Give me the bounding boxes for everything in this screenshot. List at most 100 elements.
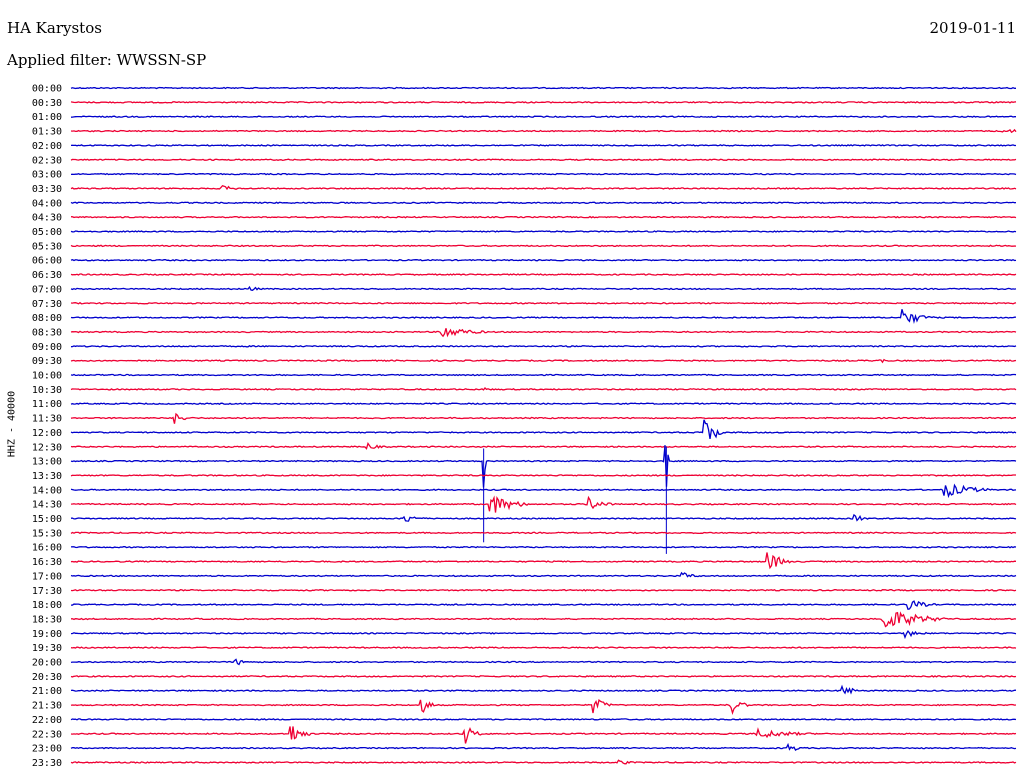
trace-line	[70, 158, 1017, 162]
row-time-label: 14:30	[32, 500, 62, 511]
row-time-label: 14:00	[32, 485, 62, 496]
row-time-label: 19:30	[32, 643, 62, 654]
row-time-label: 02:30	[32, 155, 62, 166]
trace-line	[70, 86, 1016, 90]
row-time-label: 03:30	[32, 184, 62, 195]
row-time-label: 00:00	[32, 84, 62, 95]
trace-line	[70, 101, 1017, 104]
row-time-label: 07:00	[32, 284, 62, 295]
trace-line	[70, 742, 1017, 752]
trace-line	[70, 244, 1017, 248]
trace-line	[71, 600, 1017, 610]
trace-line	[70, 552, 1017, 570]
trace-line	[70, 115, 1016, 118]
filter-label: Applied filter: WWSSN-SP	[7, 51, 207, 69]
trace-line	[70, 684, 1017, 695]
trace-line	[70, 442, 1017, 450]
trace-line	[70, 445, 1017, 488]
trace-line	[70, 128, 1017, 134]
row-time-label: 11:00	[32, 399, 62, 410]
row-time-label: 12:30	[32, 442, 62, 453]
trace-line	[70, 629, 1017, 640]
trace-line	[71, 611, 1017, 628]
row-time-label: 07:30	[32, 299, 62, 310]
trace-line	[70, 658, 1017, 666]
row-time-label: 06:30	[32, 270, 62, 281]
row-time-label: 15:30	[32, 528, 62, 539]
row-time-label: 11:30	[32, 414, 62, 425]
row-time-label: 15:00	[32, 514, 62, 525]
row-time-label: 17:00	[32, 571, 62, 582]
row-time-label: 23:00	[32, 744, 62, 755]
row-time-label: 09:00	[32, 342, 62, 353]
trace-line	[70, 588, 1017, 592]
trace-line	[70, 373, 1017, 377]
trace-line	[70, 675, 1017, 678]
trace-line	[70, 495, 1017, 513]
row-time-label: 10:00	[32, 371, 62, 382]
row-time-label: 20:00	[32, 658, 62, 669]
trace-line	[70, 230, 1017, 233]
row-time-label: 17:30	[32, 586, 62, 597]
trace-line	[70, 172, 1017, 176]
row-time-label: 05:00	[32, 227, 62, 238]
trace-line	[70, 309, 1017, 324]
trace-line	[70, 285, 1017, 291]
row-time-label: 04:00	[32, 198, 62, 209]
row-time-label: 13:30	[32, 471, 62, 482]
trace-line	[70, 571, 1017, 578]
row-time-label: 13:00	[32, 457, 62, 468]
trace-line	[70, 184, 1017, 191]
row-time-label: 05:30	[32, 241, 62, 252]
trace-line	[70, 412, 1016, 424]
trace-line	[70, 328, 1017, 338]
row-time-label: 08:30	[32, 327, 62, 338]
row-time-label: 18:00	[32, 600, 62, 611]
row-time-label: 19:00	[32, 629, 62, 640]
trace-line	[70, 726, 1017, 744]
trace-line	[70, 419, 1017, 440]
trace-line	[70, 201, 1017, 205]
trace-line	[70, 646, 1017, 649]
row-time-label: 16:00	[32, 543, 62, 554]
row-time-label: 18:30	[32, 614, 62, 625]
trace-line	[70, 531, 1017, 535]
trace-line	[70, 387, 1017, 391]
trace-line	[70, 718, 1017, 721]
row-time-label: 01:30	[32, 127, 62, 138]
row-time-label: 16:30	[32, 557, 62, 568]
row-time-label: 09:30	[32, 356, 62, 367]
trace-line	[70, 483, 1017, 499]
row-time-label: 10:30	[32, 385, 62, 396]
trace-line	[70, 215, 1017, 219]
row-time-label: 03:00	[32, 170, 62, 181]
trace-line	[70, 258, 1017, 262]
trace-line	[70, 345, 1017, 348]
row-time-label: 21:30	[32, 701, 62, 712]
row-time-label: 00:30	[32, 98, 62, 109]
row-time-label: 22:00	[32, 715, 62, 726]
row-time-label: 12:00	[32, 428, 62, 439]
trace-line	[70, 301, 1017, 305]
trace-line	[70, 402, 1017, 405]
row-time-label: 06:00	[32, 256, 62, 267]
row-time-label: 20:30	[32, 672, 62, 683]
trace-line	[70, 513, 1017, 522]
trace-line	[70, 273, 1017, 276]
row-time-label: 02:00	[32, 141, 62, 152]
row-time-label: 21:00	[32, 686, 62, 697]
trace-line	[70, 698, 1017, 716]
row-time-label: 04:30	[32, 213, 62, 224]
row-time-label: 08:00	[32, 313, 62, 324]
trace-line	[70, 358, 1017, 364]
date-label: 2019-01-11	[929, 19, 1016, 37]
row-time-label: 01:00	[32, 112, 62, 123]
row-time-label: 22:30	[32, 729, 62, 740]
trace-line	[70, 144, 1016, 147]
station-title: HA Karystos	[7, 19, 102, 37]
trace-line	[70, 545, 1017, 549]
trace-line	[70, 474, 1016, 477]
row-time-label: 23:30	[32, 758, 62, 769]
trace-line	[70, 759, 1017, 765]
